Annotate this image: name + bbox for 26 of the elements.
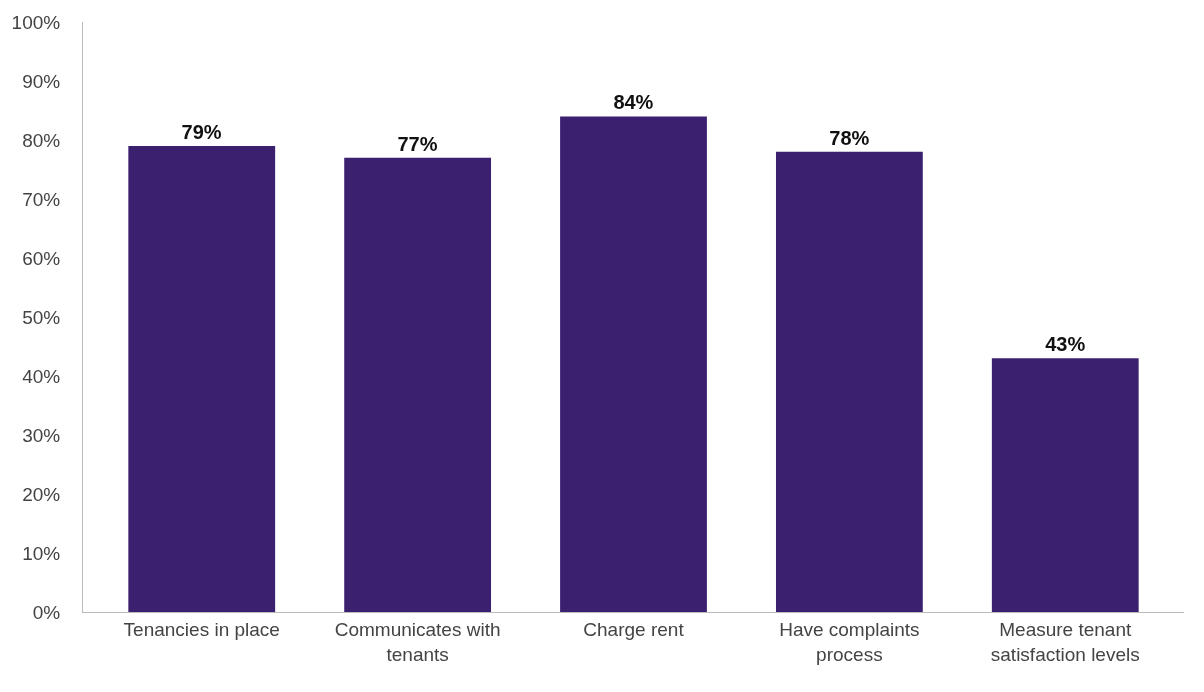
bar	[775, 151, 923, 612]
data-label: 79%	[181, 120, 222, 143]
x-tick-label: Communicates with tenants	[334, 618, 501, 665]
data-label: 84%	[613, 91, 654, 114]
bar	[991, 358, 1139, 612]
y-tick-label: 30%	[22, 424, 61, 446]
y-tick-label: 60%	[22, 247, 61, 269]
bar	[560, 116, 707, 612]
y-tick-label: 50%	[22, 306, 61, 328]
y-tick-label: 100%	[11, 11, 61, 33]
y-tick-label: 70%	[22, 188, 61, 210]
y-tick-label: 20%	[22, 483, 61, 505]
y-tick-label: 40%	[22, 365, 61, 387]
x-tick-label: Charge rent	[583, 618, 685, 640]
data-label: 78%	[829, 126, 870, 149]
data-label: 77%	[397, 132, 438, 155]
x-tick-label: Measure tenant satisfaction levels	[990, 618, 1140, 665]
y-tick-label: 10%	[22, 542, 61, 564]
x-tick-label: Tenancies in place	[123, 618, 280, 640]
y-tick-label: 0%	[32, 601, 61, 623]
bar	[344, 157, 492, 612]
y-tick-label: 90%	[22, 70, 61, 92]
bar	[128, 145, 276, 612]
x-tick-label: Have complaints process	[779, 618, 920, 665]
y-tick-label: 80%	[22, 129, 61, 151]
data-label: 43%	[1045, 333, 1086, 356]
